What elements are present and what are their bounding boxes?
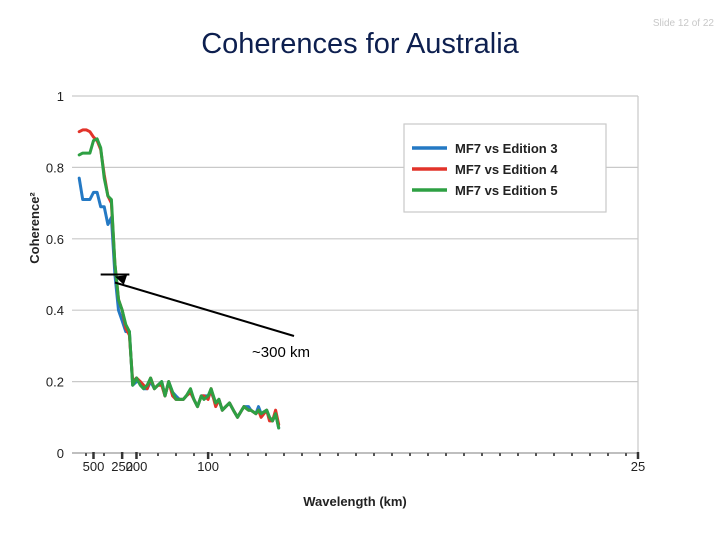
series-line-3 [77, 137, 281, 430]
series-layer [77, 128, 281, 430]
y-tick-label: 1 [57, 89, 64, 104]
x-axis-title: Wavelength (km) [303, 494, 407, 509]
annotation-arrow [114, 281, 295, 337]
series-line-2 [77, 128, 281, 426]
y-tick-label: 0.2 [46, 375, 64, 390]
grid-layer [72, 95, 639, 453]
y-tick-label: 0.6 [46, 232, 64, 247]
legend-label: MF7 vs Edition 3 [455, 141, 558, 156]
x-tick-label: 100 [197, 459, 219, 474]
annotation-layer: ~300 km [100, 273, 310, 361]
y-tick-label: 0.8 [46, 160, 64, 175]
annotation-arrowhead [114, 275, 127, 285]
slide-number: Slide 12 of 22 [652, 18, 714, 29]
page-title: Coherences for Australia [201, 28, 519, 60]
x-tick-label: 200 [126, 459, 148, 474]
x-tick-label: 25 [631, 459, 645, 474]
legend-label: MF7 vs Edition 4 [455, 162, 558, 177]
x-tick-label: 500 [83, 459, 105, 474]
y-tick-label: 0 [57, 446, 64, 461]
series-line-1 [77, 176, 281, 430]
y-tick-label: 0.4 [46, 303, 64, 318]
annotation-label: ~300 km [252, 344, 310, 361]
legend-label: MF7 vs Edition 5 [455, 183, 558, 198]
x-tick-label: 250 [111, 459, 133, 474]
legend: MF7 vs Edition 3 MF7 vs Edition 4 MF7 vs E… [403, 123, 607, 213]
y-axis-title: Coherence² [27, 192, 42, 264]
